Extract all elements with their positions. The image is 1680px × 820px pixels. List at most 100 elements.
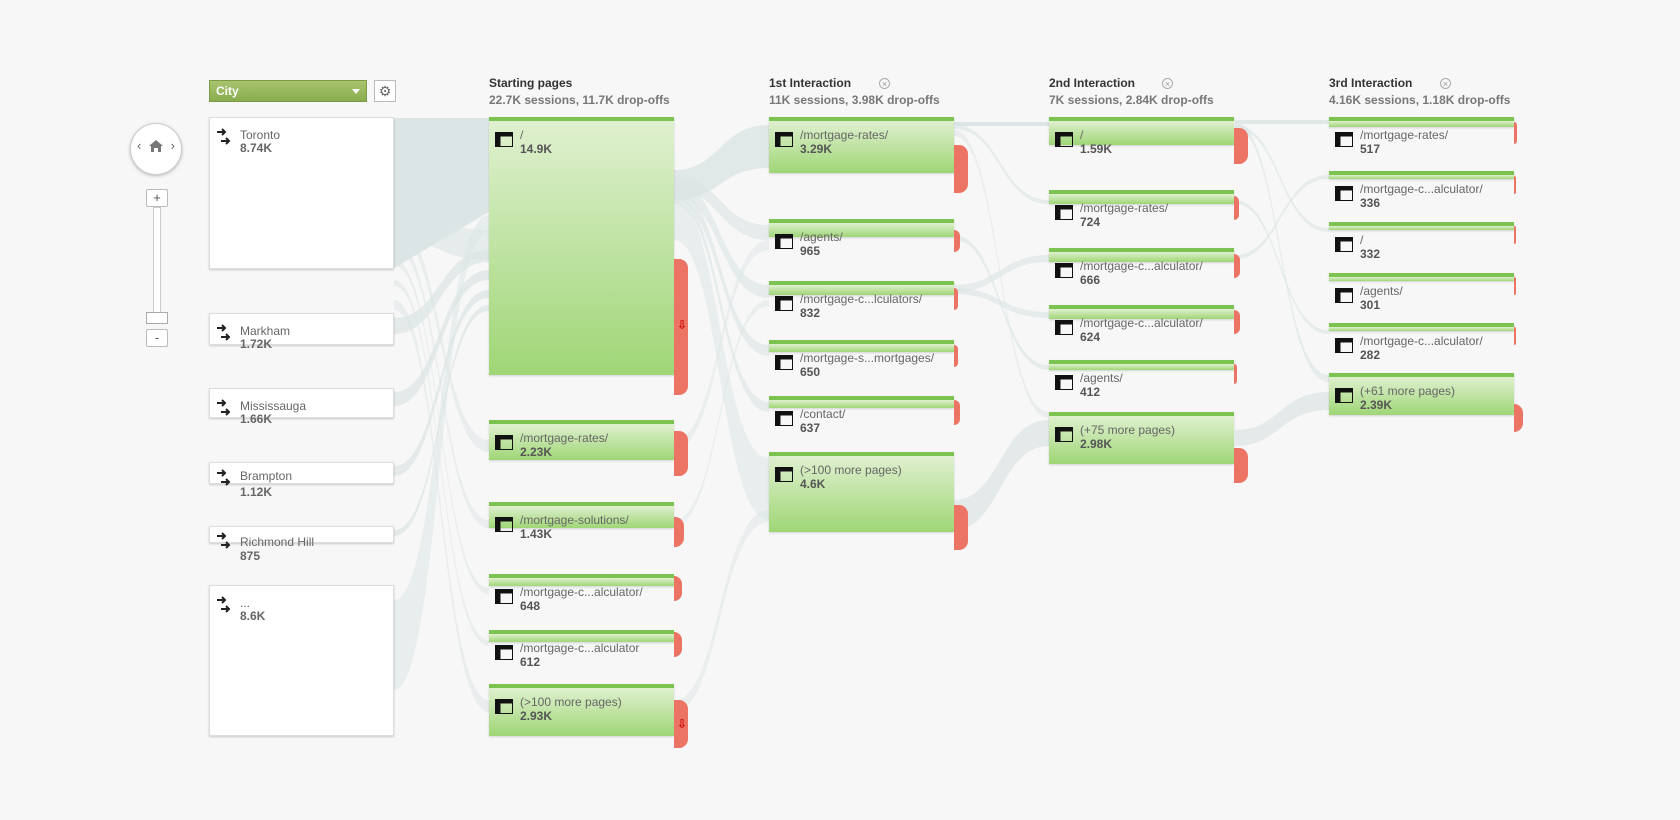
arrows-right-icon bbox=[217, 469, 231, 486]
dropoff-bar[interactable] bbox=[1234, 128, 1248, 164]
dropoff-bar[interactable] bbox=[954, 145, 968, 193]
source-node[interactable]: Mississauga 1.66K bbox=[209, 388, 394, 426]
column-header-interaction-2: 2nd Interaction 7K sessions, 2.84K drop-… bbox=[1049, 76, 1214, 107]
zoom-out-button[interactable]: - bbox=[146, 329, 168, 347]
page-layout-icon bbox=[775, 355, 793, 370]
page-node[interactable]: /mortgage-c...alculator/ 282 bbox=[1329, 323, 1514, 362]
page-label: (+75 more pages) bbox=[1080, 423, 1176, 437]
page-node[interactable]: (+61 more pages) 2.39K bbox=[1329, 373, 1514, 415]
page-node[interactable]: (>100 more pages) 4.6K bbox=[769, 452, 954, 532]
page-layout-icon bbox=[495, 645, 513, 660]
dropoff-bar[interactable] bbox=[1234, 196, 1239, 220]
page-node[interactable]: (>100 more pages) 2.93K bbox=[489, 684, 674, 736]
dropoff-bar[interactable] bbox=[954, 345, 958, 367]
dropoff-bar[interactable] bbox=[1514, 277, 1516, 295]
page-value: 1.43K bbox=[520, 527, 553, 541]
page-label: /mortgage-s...mortgages/ bbox=[800, 351, 935, 365]
page-node[interactable]: /mortgage-c...lculators/ 832 bbox=[769, 281, 954, 320]
page-node[interactable]: /mortgage-s...mortgages/ 650 bbox=[769, 340, 954, 379]
dropoff-bar[interactable] bbox=[674, 431, 688, 476]
page-layout-icon bbox=[1055, 427, 1073, 442]
zoom-slider-handle[interactable] bbox=[146, 312, 168, 324]
dropoff-bar[interactable] bbox=[954, 288, 958, 310]
page-node[interactable]: / 14.9K bbox=[489, 117, 674, 375]
source-node[interactable]: Brampton 1.12K bbox=[209, 462, 394, 499]
source-node[interactable]: ... 8.6K bbox=[209, 585, 394, 736]
dropoff-bar[interactable] bbox=[674, 700, 688, 748]
column-title: Starting pages bbox=[489, 76, 573, 90]
page-layout-icon bbox=[1335, 132, 1353, 147]
source-node[interactable]: Toronto 8.74K bbox=[209, 117, 394, 269]
page-node[interactable]: /contact/ 637 bbox=[769, 396, 954, 435]
pan-right-icon[interactable]: › bbox=[170, 138, 175, 153]
page-node[interactable]: /mortgage-c...alculator 612 bbox=[489, 630, 674, 669]
arrows-right-icon bbox=[217, 532, 231, 549]
page-node[interactable]: / 1.59K bbox=[1049, 117, 1234, 156]
dropoff-bar[interactable] bbox=[1234, 310, 1240, 334]
dropoff-bar[interactable] bbox=[674, 259, 688, 395]
page-layout-icon bbox=[1335, 186, 1353, 201]
source-node[interactable]: Richmond Hill 875 bbox=[209, 526, 394, 563]
dimension-select[interactable]: City bbox=[209, 80, 367, 102]
page-label: / bbox=[1080, 128, 1084, 142]
dropoff-bar[interactable] bbox=[674, 576, 682, 601]
source-label: Toronto bbox=[240, 128, 281, 142]
dropoff-bar[interactable] bbox=[1514, 327, 1516, 345]
pan-left-icon[interactable]: ‹ bbox=[137, 138, 142, 153]
dropoff-bar[interactable] bbox=[1234, 254, 1240, 278]
page-label: / bbox=[520, 128, 524, 142]
page-node[interactable]: /mortgage-rates/ 2.23K bbox=[489, 420, 674, 460]
page-node[interactable]: / 332 bbox=[1329, 222, 1514, 261]
page-node[interactable]: /mortgage-c...alculator/ 336 bbox=[1329, 171, 1514, 210]
dropoff-bar[interactable] bbox=[1234, 364, 1237, 384]
page-node[interactable]: /mortgage-rates/ 724 bbox=[1049, 190, 1234, 229]
page-layout-icon bbox=[1055, 375, 1073, 390]
page-layout-icon bbox=[1335, 288, 1353, 303]
zoom-slider-track[interactable] bbox=[153, 207, 161, 318]
pan-control[interactable]: ‹ › bbox=[130, 123, 182, 175]
dropoff-bar[interactable] bbox=[1514, 226, 1516, 244]
column-header-starting-pages: Starting pages 22.7K sessions, 11.7K dro… bbox=[489, 76, 670, 107]
page-layout-icon bbox=[495, 517, 513, 532]
page-node[interactable]: /agents/ 965 bbox=[769, 219, 954, 258]
dropoff-bar[interactable] bbox=[954, 230, 960, 252]
source-value: 1.12K bbox=[240, 485, 273, 499]
page-label: /mortgage-c...alculator/ bbox=[1360, 182, 1483, 196]
page-node[interactable]: /mortgage-rates/ 3.29K bbox=[769, 117, 954, 173]
settings-button[interactable]: ⚙ bbox=[374, 80, 396, 102]
close-column-icon[interactable]: × bbox=[879, 78, 890, 89]
dropoff-bar[interactable] bbox=[1514, 122, 1517, 144]
page-node[interactable]: (+75 more pages) 2.98K bbox=[1049, 412, 1234, 464]
dropoff-bar[interactable] bbox=[1514, 404, 1523, 432]
close-column-icon[interactable]: × bbox=[1162, 78, 1173, 89]
dropoff-bar[interactable] bbox=[1234, 448, 1248, 483]
page-value: 650 bbox=[800, 365, 821, 379]
dropoff-arrow-icon: ⇩ bbox=[677, 717, 688, 731]
page-node[interactable]: /agents/ 301 bbox=[1329, 273, 1514, 312]
page-node[interactable]: /mortgage-rates/ 517 bbox=[1329, 117, 1514, 156]
page-label: /agents/ bbox=[1080, 371, 1123, 385]
page-node[interactable]: /mortgage-c...alculator/ 666 bbox=[1049, 248, 1234, 287]
page-layout-icon bbox=[1335, 338, 1353, 353]
source-label: Mississauga bbox=[240, 399, 307, 413]
dropoff-bar[interactable] bbox=[674, 632, 682, 657]
source-label: ... bbox=[240, 596, 251, 610]
source-label: Richmond Hill bbox=[240, 535, 315, 549]
page-value: 2.98K bbox=[1080, 437, 1113, 451]
page-value: 2.23K bbox=[520, 445, 553, 459]
page-node[interactable]: /mortgage-solutions/ 1.43K bbox=[489, 502, 674, 541]
dropoff-bar[interactable] bbox=[954, 400, 960, 425]
page-node[interactable]: /agents/ 412 bbox=[1049, 360, 1234, 399]
close-column-icon[interactable]: × bbox=[1440, 78, 1451, 89]
page-value: 724 bbox=[1080, 215, 1101, 229]
dropoff-bar[interactable] bbox=[954, 505, 968, 550]
dropoff-bar[interactable] bbox=[674, 517, 684, 547]
dropoff-bar[interactable] bbox=[1514, 176, 1516, 194]
home-icon[interactable] bbox=[147, 137, 165, 155]
page-node[interactable]: /mortgage-c...alculator/ 624 bbox=[1049, 305, 1234, 344]
page-node[interactable]: /mortgage-c...alculator/ 648 bbox=[489, 574, 674, 613]
source-node[interactable]: Markham 1.72K bbox=[209, 313, 394, 351]
zoom-in-button[interactable]: + bbox=[146, 189, 168, 207]
chevron-down-icon bbox=[352, 89, 360, 94]
